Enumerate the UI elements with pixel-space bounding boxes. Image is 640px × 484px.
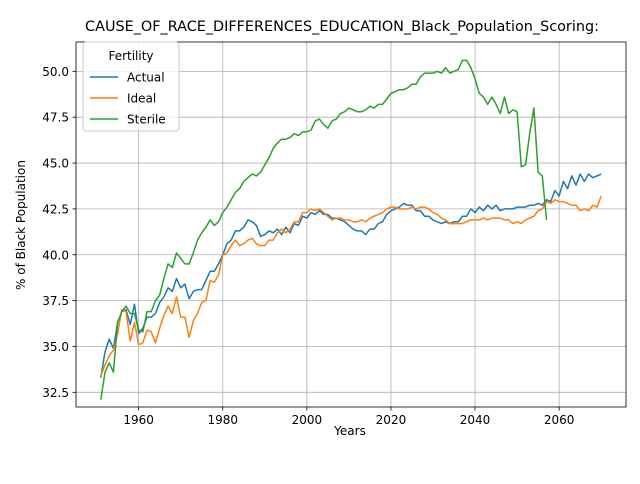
x-tick-label: 2060 [544, 413, 575, 427]
y-tick-label: 40.0 [42, 248, 69, 262]
series-line-actual [100, 173, 602, 378]
y-tick-label: 45.0 [42, 157, 69, 171]
series-line-ideal [100, 195, 602, 377]
plot-frame [75, 41, 627, 408]
legend-label-actual: Actual [127, 71, 165, 85]
x-tick-label: 1980 [207, 413, 238, 427]
x-tick-label: 2000 [292, 413, 323, 427]
x-tick-label: 1960 [123, 413, 154, 427]
legend-label-sterile: Sterile [127, 113, 166, 127]
x-axis-label: Years [333, 424, 366, 438]
y-tick-label: 32.5 [42, 386, 69, 400]
series-line-sterile [100, 59, 548, 400]
legend-box [82, 41, 180, 132]
y-tick-label: 37.5 [42, 294, 69, 308]
y-tick-label: 47.5 [42, 111, 69, 125]
legend-label-ideal: Ideal [127, 92, 156, 106]
chart-title: CAUSE_OF_RACE_DIFFERENCES_EDUCATION_Blac… [85, 19, 599, 35]
legend: Fertility Actual Ideal Sterile [82, 41, 180, 132]
y-tick-label: 50.0 [42, 65, 69, 79]
legend-title: Fertility [108, 49, 153, 63]
y-tick-label: 35.0 [42, 340, 69, 354]
y-axis-label: % of Black Population [14, 160, 28, 290]
x-tick-label: 2020 [376, 413, 407, 427]
y-tick-label: 42.5 [42, 202, 69, 216]
x-tick-label: 2040 [460, 413, 491, 427]
